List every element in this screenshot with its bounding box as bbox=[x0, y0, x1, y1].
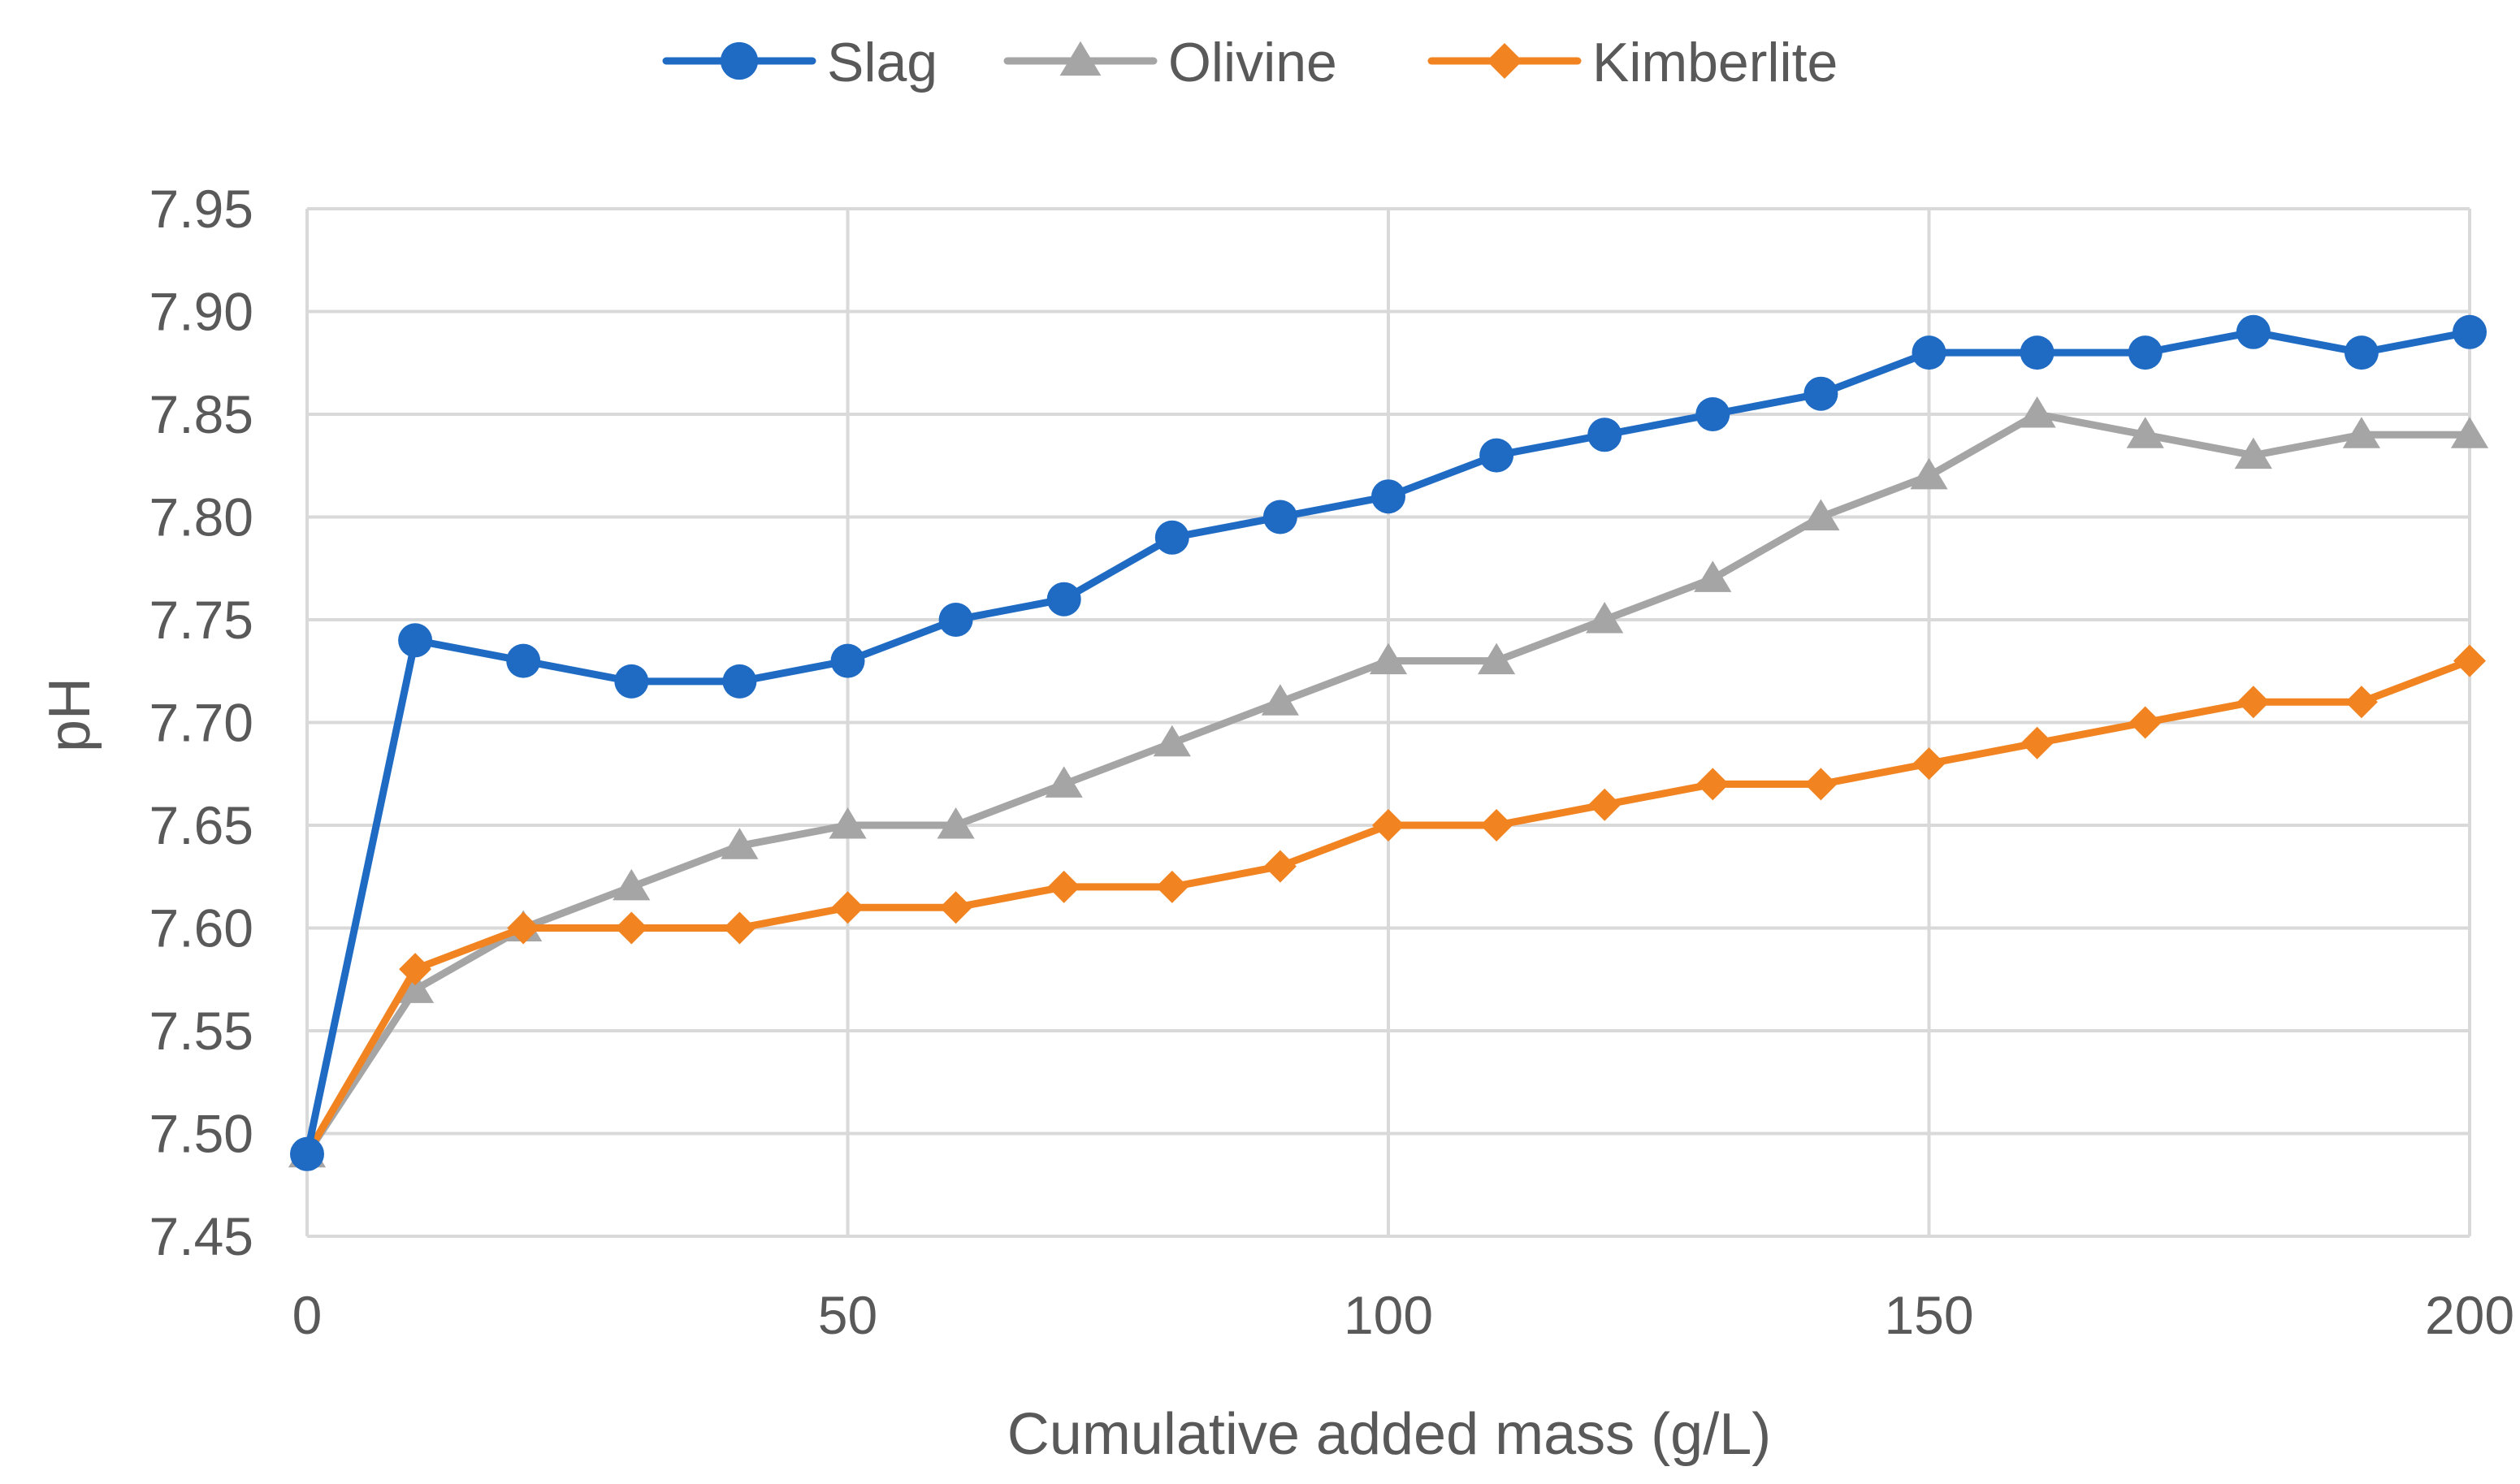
data-point bbox=[1910, 457, 1948, 490]
data-point bbox=[1261, 684, 1299, 716]
data-point bbox=[1047, 870, 1080, 903]
y-tick-label: 7.50 bbox=[149, 1104, 253, 1164]
data-point bbox=[1802, 499, 1840, 530]
data-point bbox=[506, 643, 541, 678]
data-point bbox=[722, 664, 757, 699]
data-point bbox=[2342, 417, 2380, 448]
legend-label: Olivine bbox=[1168, 32, 1337, 93]
y-tick-label: 7.80 bbox=[149, 487, 253, 547]
data-point bbox=[1478, 642, 1516, 675]
data-point bbox=[1694, 560, 1732, 592]
data-point bbox=[1479, 438, 1514, 473]
data-point bbox=[614, 664, 649, 699]
series-layer bbox=[288, 314, 2489, 1171]
y-tick-label: 7.90 bbox=[149, 282, 253, 342]
data-point bbox=[1369, 642, 1408, 675]
data-point bbox=[723, 911, 756, 945]
data-point bbox=[396, 971, 435, 1003]
x-tick-label: 200 bbox=[2425, 1285, 2514, 1345]
data-point bbox=[2236, 314, 2271, 349]
data-point bbox=[2128, 335, 2163, 370]
data-point bbox=[721, 828, 759, 859]
data-point bbox=[2126, 417, 2164, 448]
x-tick-labels: 0 50 100 150 200 bbox=[292, 1285, 2514, 1345]
data-point bbox=[2020, 726, 2054, 759]
data-point bbox=[613, 868, 651, 901]
data-point bbox=[1803, 376, 1838, 411]
data-point bbox=[2020, 335, 2055, 370]
legend-item-slag: Slag bbox=[662, 32, 937, 93]
data-point bbox=[1059, 41, 1102, 76]
x-axis-title: Cumulative added mass (g/L) bbox=[1007, 1402, 1771, 1467]
data-point bbox=[398, 623, 433, 658]
y-axis-title: pH bbox=[37, 677, 102, 752]
data-point bbox=[1587, 418, 1622, 452]
x-tick-label: 0 bbox=[292, 1285, 323, 1345]
data-point bbox=[2453, 644, 2486, 677]
y-tick-label: 7.60 bbox=[149, 898, 253, 958]
data-point bbox=[2234, 437, 2272, 469]
data-point bbox=[2345, 686, 2378, 719]
legend-item-olivine: Olivine bbox=[1003, 32, 1337, 93]
data-point bbox=[1046, 582, 1081, 617]
data-point bbox=[1372, 809, 1405, 842]
data-point bbox=[615, 911, 648, 945]
data-point bbox=[2344, 335, 2379, 370]
x-tick-label: 150 bbox=[1884, 1285, 1973, 1345]
y-tick-label: 7.85 bbox=[149, 384, 253, 444]
data-point bbox=[1586, 602, 1624, 634]
data-point bbox=[507, 911, 540, 945]
data-point bbox=[2450, 417, 2489, 448]
data-point bbox=[290, 1136, 324, 1171]
data-point bbox=[1153, 725, 1191, 757]
data-point bbox=[1045, 766, 1083, 798]
data-point bbox=[939, 891, 972, 924]
data-point bbox=[2236, 686, 2270, 719]
y-tick-label: 7.65 bbox=[149, 795, 253, 855]
x-tick-label: 100 bbox=[1344, 1285, 1433, 1345]
legend-label: Slag bbox=[827, 32, 937, 93]
y-tick-label: 7.45 bbox=[149, 1206, 253, 1266]
data-point bbox=[2128, 706, 2162, 739]
data-point bbox=[1371, 479, 1405, 514]
data-point bbox=[1154, 520, 1189, 555]
y-tick-label: 7.70 bbox=[149, 693, 253, 753]
data-point bbox=[720, 41, 759, 80]
data-point bbox=[831, 891, 864, 924]
data-point bbox=[1588, 788, 1622, 821]
data-point bbox=[829, 807, 867, 839]
y-tick-label: 7.75 bbox=[149, 590, 253, 650]
data-point bbox=[1695, 397, 1730, 431]
legend: Slag Olivine Kimberlite bbox=[662, 32, 1838, 93]
data-point bbox=[937, 807, 975, 839]
data-point bbox=[2018, 396, 2056, 428]
y-tick-label: 7.95 bbox=[149, 179, 253, 239]
data-point bbox=[1696, 768, 1730, 801]
data-point bbox=[1155, 870, 1189, 903]
series-slag bbox=[290, 314, 2487, 1171]
legend-label: Kimberlite bbox=[1592, 32, 1838, 93]
x-tick-label: 50 bbox=[818, 1285, 877, 1345]
y-tick-label: 7.55 bbox=[149, 1001, 253, 1061]
data-point bbox=[1487, 43, 1522, 79]
data-point bbox=[1912, 335, 1946, 370]
legend-item-kimberlite: Kimberlite bbox=[1427, 32, 1838, 93]
series-kimberlite bbox=[291, 644, 2486, 1170]
data-point bbox=[830, 643, 865, 678]
data-point bbox=[938, 603, 973, 637]
data-point bbox=[399, 953, 432, 986]
y-tick-labels: 7.45 7.50 7.55 7.60 7.65 7.70 7.75 7.80 7.85 7.90… bbox=[149, 179, 253, 1266]
data-point bbox=[2453, 314, 2487, 349]
data-point bbox=[1262, 500, 1297, 534]
data-point bbox=[1912, 747, 1946, 781]
data-point bbox=[1480, 809, 1513, 842]
data-point bbox=[1263, 850, 1297, 883]
data-point bbox=[1804, 768, 1838, 801]
